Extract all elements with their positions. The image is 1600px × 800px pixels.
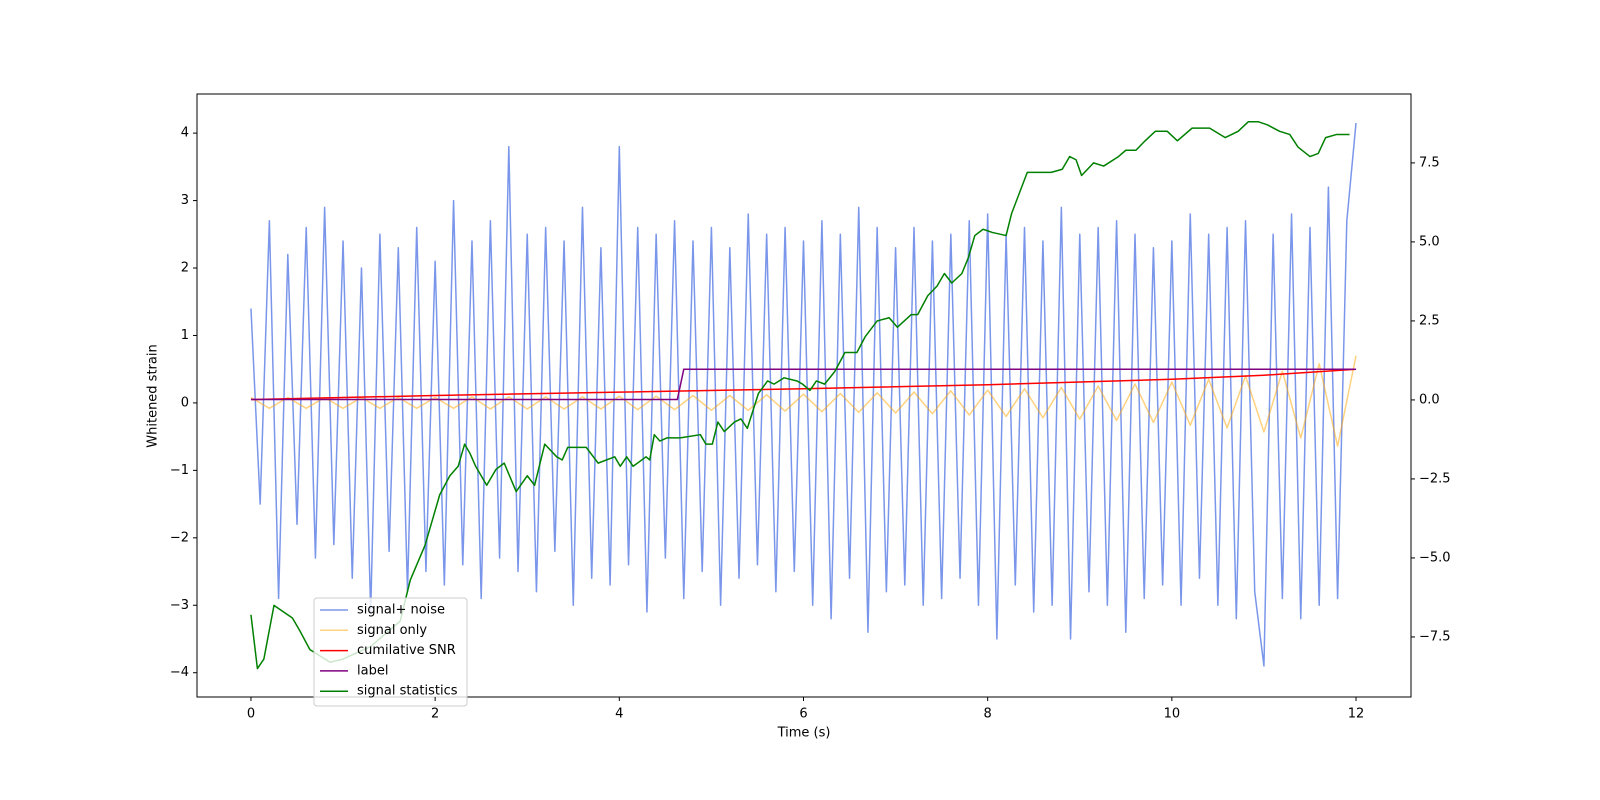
legend-label: cumilative SNR <box>357 643 456 658</box>
y-tick-label: 4 <box>181 126 189 141</box>
y2-tick-label: 5.0 <box>1419 234 1440 249</box>
legend-label: signal statistics <box>357 684 458 699</box>
y-tick-label: −3 <box>170 598 189 613</box>
series-line <box>250 368 1357 401</box>
axes-frame <box>196 93 1412 698</box>
series-line <box>250 121 1350 670</box>
legend-label: signal only <box>357 623 427 638</box>
y2-tick-label: −5.0 <box>1419 550 1451 565</box>
legend-label: label <box>357 663 388 678</box>
x-tick-label: 4 <box>615 707 623 722</box>
legend: signal+ noise signal only cumilative SNR la… <box>313 597 468 707</box>
y2-tick-label: −2.5 <box>1419 471 1451 486</box>
y-tick-label: −2 <box>170 530 189 545</box>
series-line <box>250 355 1357 447</box>
y-axis-label: Whitened strain <box>146 344 161 447</box>
y-tick-label: 3 <box>181 193 189 208</box>
series-line <box>250 122 1357 667</box>
y-tick-label: −4 <box>170 665 189 680</box>
x-tick-label: 6 <box>799 707 807 722</box>
x-tick-label: 8 <box>984 707 992 722</box>
y-tick-label: 1 <box>181 328 189 343</box>
y-tick-label: 2 <box>181 261 189 276</box>
x-axis-label: Time (s) <box>777 726 831 741</box>
y2-tick-label: 0.0 <box>1419 392 1440 407</box>
y2-tick-label: 2.5 <box>1419 313 1440 328</box>
plot-area <box>250 121 1357 670</box>
legend-box <box>313 597 468 707</box>
y-tick-label: −1 <box>170 463 189 478</box>
x-tick-label: 12 <box>1348 707 1365 722</box>
y2-tick-label: −7.5 <box>1419 629 1451 644</box>
x-tick-label: 0 <box>247 707 255 722</box>
y-tick-label: 0 <box>181 395 189 410</box>
y2-tick-label: 7.5 <box>1419 155 1440 170</box>
legend-label: signal+ noise <box>357 603 445 618</box>
x-tick-label: 2 <box>431 707 439 722</box>
series-line <box>250 368 1357 401</box>
x-tick-label: 10 <box>1164 707 1181 722</box>
